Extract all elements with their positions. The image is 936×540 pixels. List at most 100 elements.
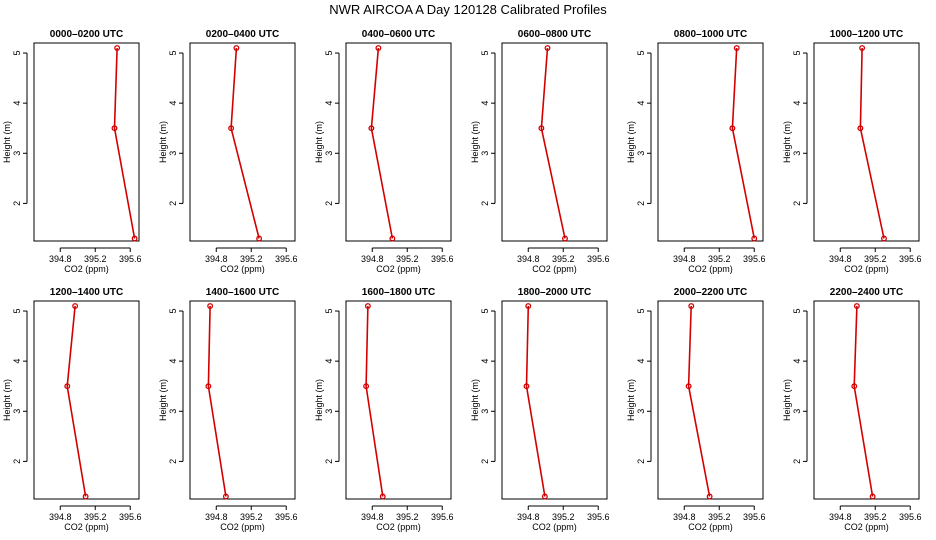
y-tick-label: 2 [792, 459, 802, 464]
profile-panel-2: 0200–0400 UTC 394.8 395.2 395.6 CO2 (ppm) 2 3 4… [158, 29, 298, 274]
profile-point [729, 125, 736, 132]
profile-point [364, 303, 371, 309]
profile-point [228, 125, 235, 132]
profile-point [851, 383, 858, 390]
profile-panel-6: 1000–1200 UTC 394.8 395.2 395.6 CO2 (ppm) 2 3 4… [782, 29, 922, 274]
profile-point [222, 493, 229, 500]
panel-title: 2000–2200 UTC [674, 287, 747, 298]
x-tick-label: 395.6 [119, 254, 142, 264]
x-axis-label: CO2 (ppm) [64, 522, 109, 532]
y-tick-label: 4 [636, 101, 646, 106]
profile-point [869, 493, 876, 500]
x-tick-label: 395.6 [275, 254, 298, 264]
x-tick-label: 394.8 [49, 254, 72, 264]
y-tick-label: 3 [480, 151, 490, 156]
profile-point [881, 235, 887, 242]
y-tick-label: 3 [12, 151, 22, 156]
y-tick-label: 4 [480, 359, 490, 364]
profile-line [230, 47, 260, 239]
profile-point [525, 303, 532, 309]
profile-line [66, 305, 87, 497]
plot-frame [345, 300, 452, 500]
panel-title: 0200–0400 UTC [206, 29, 279, 40]
profile-point [82, 493, 89, 500]
y-tick-label: 2 [792, 201, 802, 206]
profile-panel-10: 1800–2000 UTC 394.8 395.2 395.6 CO2 (ppm) 2 3 4… [470, 287, 610, 532]
panel-title: 1600–1800 UTC [362, 287, 435, 298]
x-axis-label: CO2 (ppm) [532, 264, 577, 274]
x-tick-label: 394.8 [205, 512, 228, 522]
profile-line [687, 305, 711, 497]
profile-point [538, 125, 545, 132]
x-tick-label: 394.8 [829, 254, 852, 264]
profile-point [368, 125, 375, 132]
plot-frame [345, 42, 452, 242]
x-axis-label: CO2 (ppm) [220, 264, 265, 274]
profile-point [207, 303, 214, 309]
y-axis-label: Height (m) [158, 121, 168, 163]
x-tick-label: 395.2 [396, 254, 419, 264]
profile-point [853, 303, 860, 309]
x-tick-label: 394.8 [361, 512, 384, 522]
y-tick-label: 4 [12, 101, 22, 106]
x-tick-label: 394.8 [673, 254, 696, 264]
panel-grid: 0000–0200 UTC 394.8 395.2 395.6 CO2 (ppm) 2 3 4… [2, 29, 922, 532]
x-tick-label: 395.2 [552, 254, 575, 264]
y-tick-label: 4 [324, 101, 334, 106]
y-tick-label: 4 [168, 101, 178, 106]
plot-frame [189, 300, 296, 500]
y-tick-label: 5 [480, 309, 490, 314]
profile-panel-11: 2000–2200 UTC 394.8 395.2 395.6 CO2 (ppm) 2 3 4… [626, 287, 766, 532]
y-tick-label: 3 [480, 409, 490, 414]
profile-point [72, 303, 79, 309]
profile-point [363, 383, 370, 390]
x-tick-label: 395.6 [587, 254, 610, 264]
y-tick-label: 3 [792, 151, 802, 156]
profile-line [365, 305, 384, 497]
x-axis-label: CO2 (ppm) [220, 522, 265, 532]
x-axis-label: CO2 (ppm) [844, 522, 889, 532]
profile-point [706, 493, 713, 500]
profile-point [389, 235, 396, 242]
y-tick-label: 5 [792, 309, 802, 314]
panel-title: 0000–0200 UTC [50, 29, 123, 40]
x-axis-label: CO2 (ppm) [376, 264, 421, 274]
profile-panel-7: 1200–1400 UTC 394.8 395.2 395.6 CO2 (ppm) 2 3 4… [2, 287, 142, 532]
profile-point [859, 45, 866, 51]
profile-point [114, 45, 121, 51]
x-axis-label: CO2 (ppm) [376, 522, 421, 532]
x-tick-label: 394.8 [361, 254, 384, 264]
y-tick-label: 2 [480, 201, 490, 206]
plot-frame [189, 42, 296, 242]
x-tick-label: 394.8 [49, 512, 72, 522]
profile-point [562, 235, 568, 242]
profile-point [131, 235, 138, 242]
profile-panel-5: 0800–1000 UTC 394.8 395.2 395.6 CO2 (ppm) 2 3 4… [626, 29, 766, 274]
profile-line [207, 305, 227, 497]
y-tick-label: 5 [12, 51, 22, 56]
x-tick-label: 394.8 [829, 512, 852, 522]
profile-point [688, 303, 695, 309]
x-tick-label: 395.2 [396, 512, 419, 522]
y-tick-label: 3 [792, 409, 802, 414]
y-tick-label: 5 [792, 51, 802, 56]
panel-title: 1200–1400 UTC [50, 287, 123, 298]
profile-line [731, 47, 756, 239]
profile-panel-3: 0400–0600 UTC 394.8 395.2 395.6 CO2 (ppm) 2 3 4… [314, 29, 454, 274]
profile-point [379, 493, 386, 500]
x-axis-label: CO2 (ppm) [64, 264, 109, 274]
profile-line [853, 305, 874, 497]
x-tick-label: 394.8 [205, 254, 228, 264]
panel-title: 2200–2400 UTC [830, 287, 903, 298]
y-tick-label: 2 [480, 459, 490, 464]
profile-point [205, 383, 212, 390]
y-axis-label: Height (m) [470, 121, 480, 163]
panel-title: 1800–2000 UTC [518, 287, 591, 298]
profile-panel-12: 2200–2400 UTC 394.8 395.2 395.6 CO2 (ppm) 2 3 4… [782, 287, 922, 532]
y-tick-label: 4 [792, 101, 802, 106]
x-tick-label: 395.2 [708, 254, 731, 264]
x-tick-label: 395.2 [864, 254, 887, 264]
y-axis-label: Height (m) [158, 379, 168, 421]
profile-point [733, 45, 740, 51]
